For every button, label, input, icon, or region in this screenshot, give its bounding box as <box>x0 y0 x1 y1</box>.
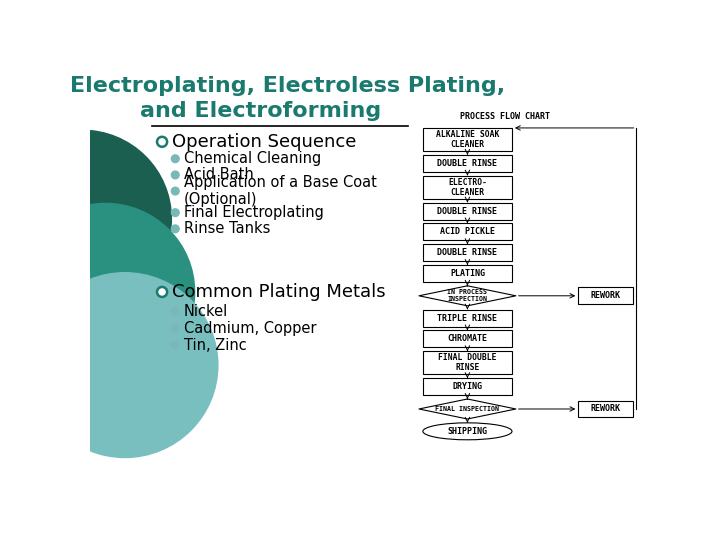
Text: Final Electroplating: Final Electroplating <box>184 205 324 220</box>
Text: FINAL INSPECTION: FINAL INSPECTION <box>436 406 500 412</box>
Circle shape <box>0 130 171 307</box>
FancyBboxPatch shape <box>423 224 512 240</box>
Text: Chemical Cleaning: Chemical Cleaning <box>184 151 321 166</box>
Text: REWORK: REWORK <box>590 404 621 414</box>
Circle shape <box>32 273 218 457</box>
Text: Application of a Base Coat
(Optional): Application of a Base Coat (Optional) <box>184 175 377 207</box>
Circle shape <box>171 209 179 217</box>
Circle shape <box>171 307 179 315</box>
Circle shape <box>157 287 167 297</box>
Text: Cadmium, Copper: Cadmium, Copper <box>184 321 316 336</box>
FancyBboxPatch shape <box>578 287 632 304</box>
Ellipse shape <box>423 423 512 440</box>
Circle shape <box>171 171 179 179</box>
FancyBboxPatch shape <box>423 330 512 347</box>
Text: DOUBLE RINSE: DOUBLE RINSE <box>438 248 498 257</box>
Text: ACID PICKLE: ACID PICKLE <box>440 227 495 237</box>
FancyBboxPatch shape <box>423 309 512 327</box>
Text: and Electroforming: and Electroforming <box>140 101 381 121</box>
Text: Common Plating Metals: Common Plating Metals <box>172 283 386 301</box>
Text: IN PROCESS
INSPECTION: IN PROCESS INSPECTION <box>447 289 487 302</box>
Text: DOUBLE RINSE: DOUBLE RINSE <box>438 207 498 215</box>
FancyBboxPatch shape <box>423 351 512 374</box>
Circle shape <box>157 137 167 147</box>
Text: CHROMATE: CHROMATE <box>447 334 487 343</box>
FancyBboxPatch shape <box>423 378 512 395</box>
Text: Tin, Zinc: Tin, Zinc <box>184 338 246 353</box>
Circle shape <box>171 341 179 349</box>
Text: ALKALINE SOAK
CLEANER: ALKALINE SOAK CLEANER <box>436 130 499 149</box>
Text: FINAL DOUBLE
RINSE: FINAL DOUBLE RINSE <box>438 353 497 373</box>
Text: Rinse Tanks: Rinse Tanks <box>184 221 270 237</box>
Text: Nickel: Nickel <box>184 303 228 319</box>
Text: SHIPPING: SHIPPING <box>447 427 487 436</box>
Text: PROCESS FLOW CHART: PROCESS FLOW CHART <box>459 112 549 121</box>
FancyBboxPatch shape <box>423 244 512 261</box>
Text: TRIPLE RINSE: TRIPLE RINSE <box>438 314 498 322</box>
Text: Acid Bath: Acid Bath <box>184 167 253 183</box>
FancyBboxPatch shape <box>578 401 632 417</box>
Circle shape <box>171 155 179 163</box>
Circle shape <box>171 225 179 233</box>
FancyBboxPatch shape <box>423 128 512 151</box>
FancyBboxPatch shape <box>423 265 512 282</box>
Text: DRYING: DRYING <box>452 382 482 391</box>
Circle shape <box>171 187 179 195</box>
Circle shape <box>17 204 194 381</box>
FancyBboxPatch shape <box>423 202 512 220</box>
Text: PLATING: PLATING <box>450 269 485 278</box>
Polygon shape <box>419 286 516 306</box>
FancyBboxPatch shape <box>423 176 512 199</box>
Text: REWORK: REWORK <box>590 291 621 300</box>
Text: Electroplating, Electroless Plating,: Electroplating, Electroless Plating, <box>70 76 505 96</box>
Text: Operation Sequence: Operation Sequence <box>172 133 356 151</box>
FancyBboxPatch shape <box>423 155 512 172</box>
Polygon shape <box>419 399 516 419</box>
Text: ELECTRO-
CLEANER: ELECTRO- CLEANER <box>448 178 487 197</box>
Text: DOUBLE RINSE: DOUBLE RINSE <box>438 159 498 168</box>
Circle shape <box>171 325 179 332</box>
